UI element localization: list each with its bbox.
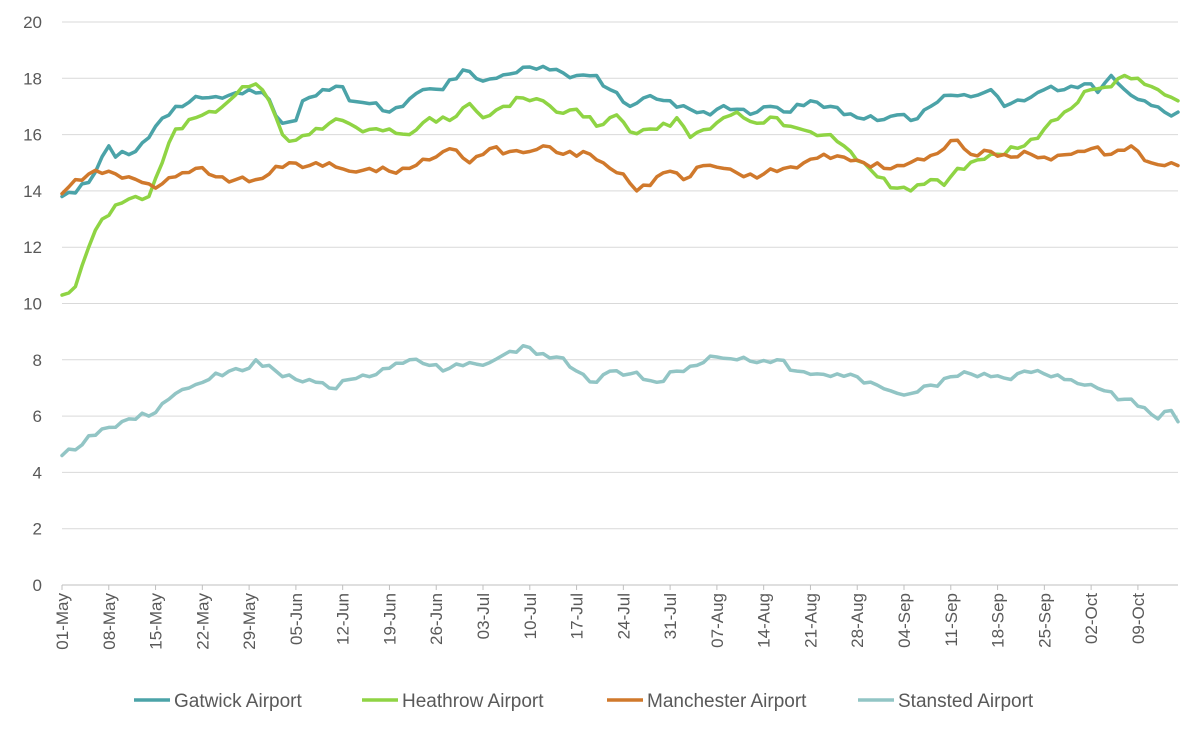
series-line-manchester-airport bbox=[60, 138, 1180, 196]
series-lines bbox=[60, 64, 1180, 458]
y-tick-label: 18 bbox=[23, 69, 42, 88]
x-tick-label: 24-Jul bbox=[614, 593, 633, 639]
y-tick-label: 20 bbox=[23, 13, 42, 32]
y-tick-label: 10 bbox=[23, 295, 42, 314]
x-tick-label: 25-Sep bbox=[1035, 593, 1054, 648]
gridlines bbox=[62, 21, 1178, 530]
x-tick-label: 11-Sep bbox=[942, 593, 961, 647]
x-tick-label: 05-Jun bbox=[287, 593, 306, 645]
x-tick-label: 29-May bbox=[240, 593, 259, 650]
series-line-gatwick-airport bbox=[60, 64, 1180, 199]
x-tick-label: 19-Jun bbox=[380, 593, 399, 645]
y-tick-label: 4 bbox=[33, 463, 42, 482]
legend-label: Manchester Airport bbox=[647, 691, 807, 712]
y-tick-label: 0 bbox=[33, 576, 42, 595]
x-tick-label: 18-Sep bbox=[989, 593, 1008, 648]
x-tick-label: 22-May bbox=[193, 593, 212, 650]
x-tick-label: 02-Oct bbox=[1082, 593, 1101, 644]
x-tick-label: 31-Jul bbox=[661, 593, 680, 639]
legend-label: Gatwick Airport bbox=[174, 691, 302, 712]
x-tick-label: 09-Oct bbox=[1129, 593, 1148, 644]
y-tick-label: 8 bbox=[33, 351, 42, 370]
series-line-heathrow-airport bbox=[60, 73, 1180, 297]
y-tick-label: 6 bbox=[33, 407, 42, 426]
legend-label: Stansted Airport bbox=[898, 691, 1034, 712]
x-tick-label: 28-Aug bbox=[848, 593, 867, 648]
y-tick-label: 14 bbox=[23, 182, 42, 201]
x-tick-label: 26-Jun bbox=[427, 593, 446, 645]
x-tick-label: 08-May bbox=[100, 593, 119, 650]
legend: Gatwick Airport Heathrow Airport Mancheste… bbox=[134, 691, 1034, 712]
x-tick-label: 01-May bbox=[53, 593, 72, 650]
x-tick-label: 12-Jun bbox=[334, 593, 353, 645]
x-tick-label: 10-Jul bbox=[521, 593, 540, 639]
y-tick-label: 2 bbox=[33, 520, 42, 539]
x-tick-label: 14-Aug bbox=[755, 593, 774, 648]
x-axis-ticks: 01-May 08-May 15-May 22-May 29-May 05-Jun 12-J… bbox=[53, 585, 1148, 650]
x-tick-label: 04-Sep bbox=[895, 593, 914, 648]
x-tick-label: 03-Jul bbox=[474, 593, 493, 639]
y-axis-ticks: 0 2 4 6 8 10 12 14 16 18 20 bbox=[23, 13, 42, 595]
legend-label: Heathrow Airport bbox=[402, 691, 544, 712]
x-tick-label: 17-Jul bbox=[568, 593, 587, 639]
y-tick-label: 12 bbox=[23, 238, 42, 257]
y-tick-label: 16 bbox=[23, 126, 42, 145]
x-tick-label: 21-Aug bbox=[801, 593, 820, 648]
x-tick-label: 07-Aug bbox=[708, 593, 727, 648]
series-line-stansted-airport bbox=[60, 343, 1180, 458]
x-tick-label: 15-May bbox=[147, 593, 166, 650]
